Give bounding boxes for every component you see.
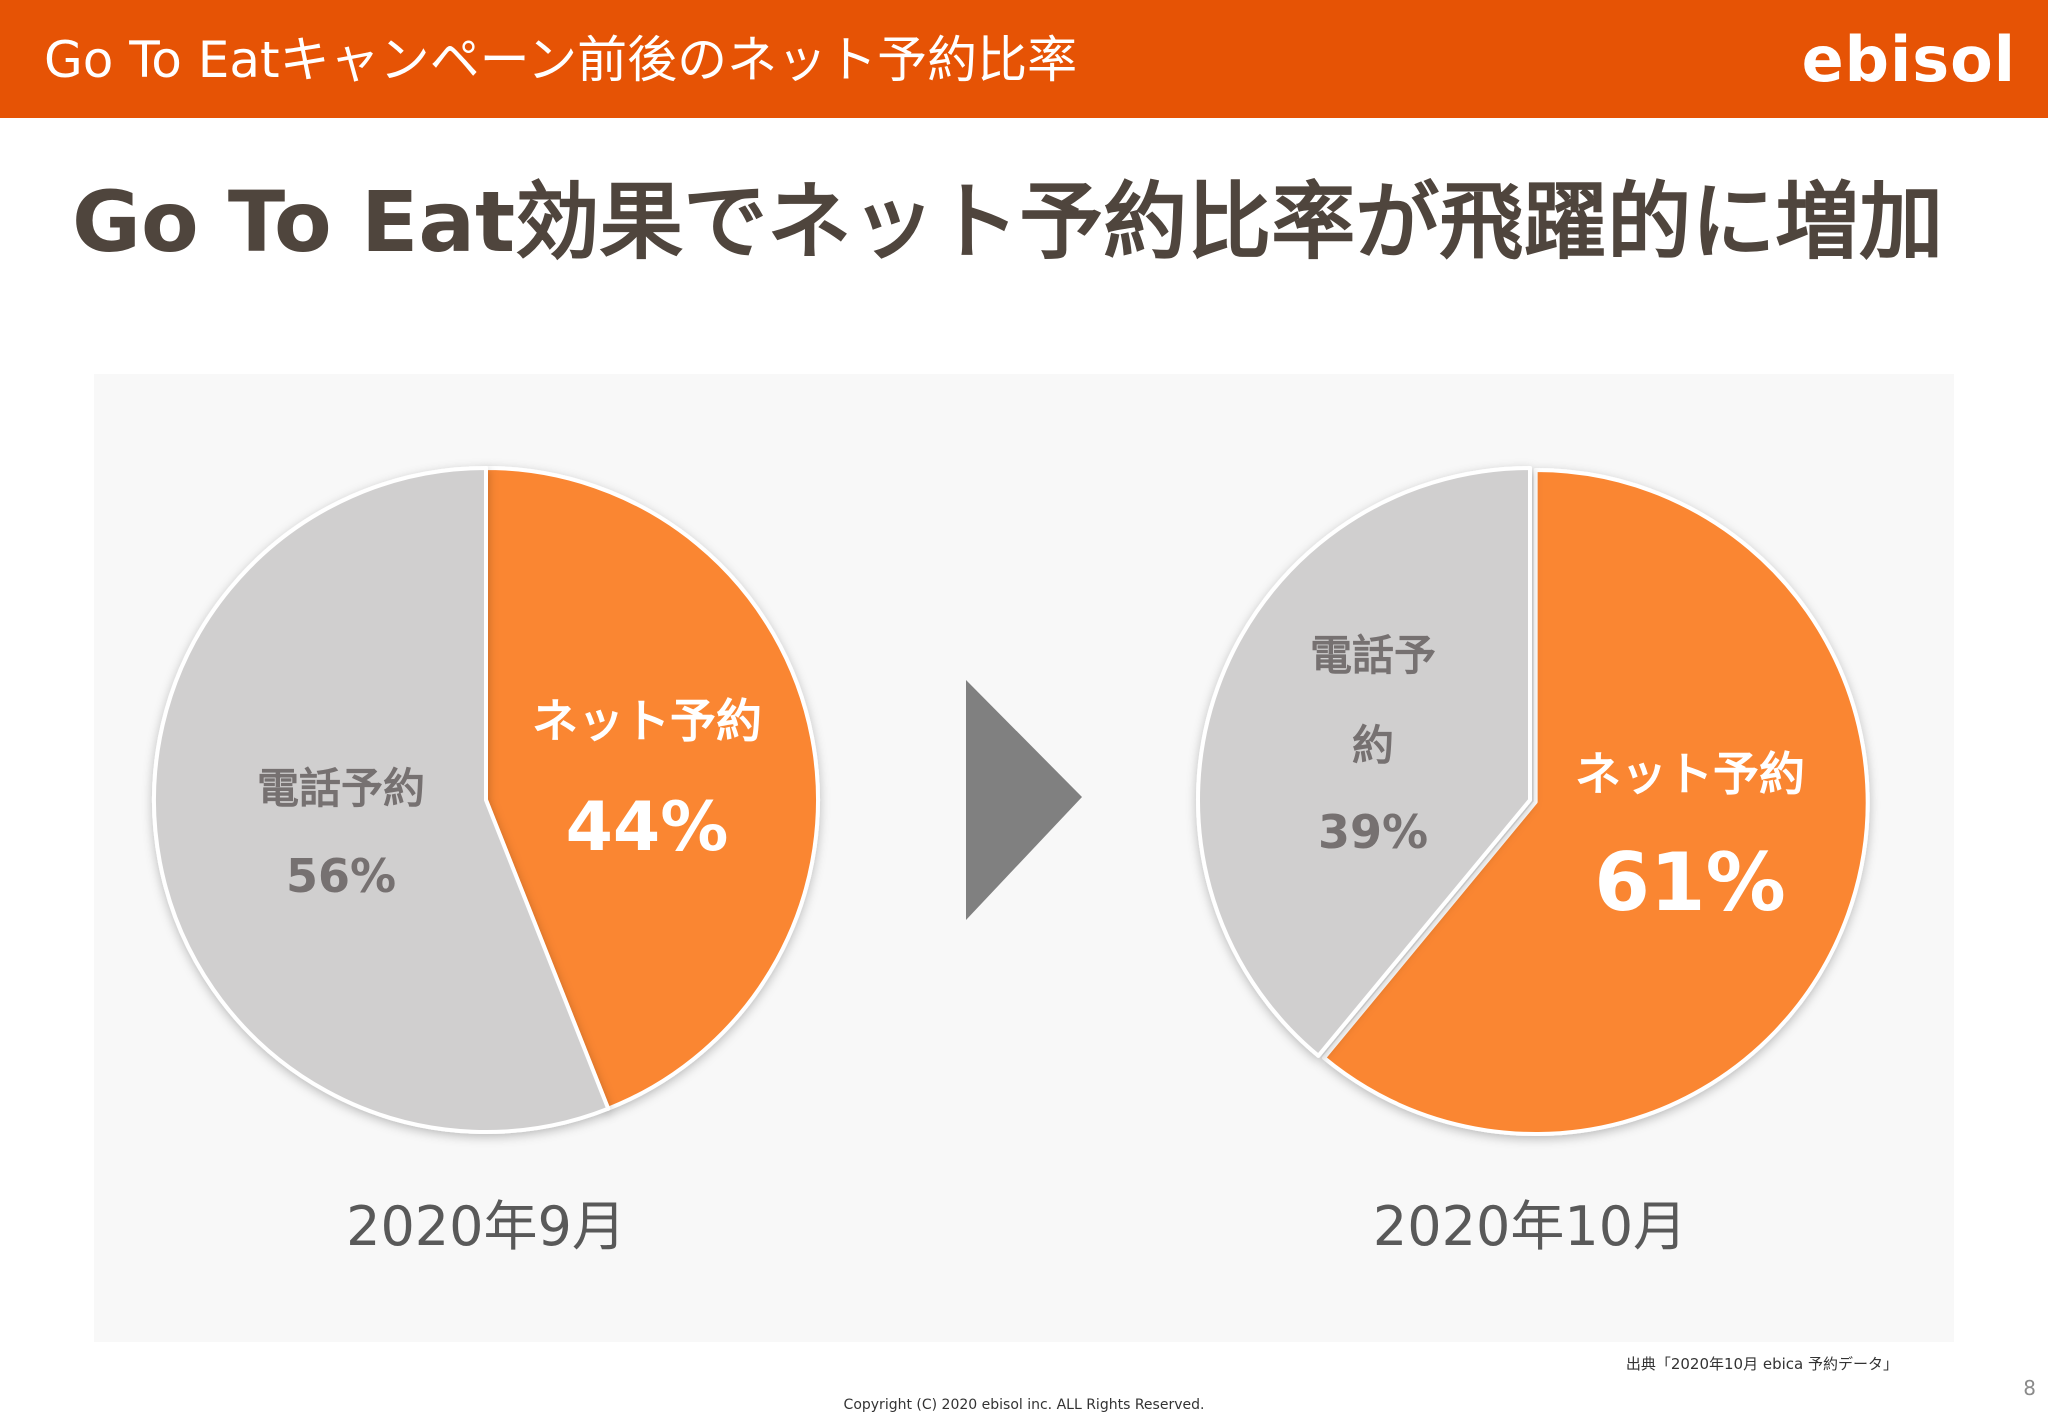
slice-value-label: 39% — [1318, 805, 1428, 859]
source-note: 出典「2020年10月 ebica 予約データ」 — [1625, 1355, 1898, 1373]
pie-slice — [152, 466, 611, 1134]
headline: Go To Eat効果でネット予約比率が飛躍的に増加 — [72, 173, 1944, 271]
slice-value-label: 61% — [1594, 836, 1785, 929]
slide-title: Go To Eatキャンペーン前後のネット予約比率 — [44, 31, 1078, 89]
triangle-right-icon — [966, 680, 1082, 920]
period-label: 2020年10月 — [1373, 1195, 1687, 1258]
header-bar: Go To Eatキャンペーン前後のネット予約比率 ebisol — [0, 0, 2048, 118]
copyright: Copyright (C) 2020 ebisol inc. ALL Right… — [843, 1397, 1205, 1413]
pie-slice — [1322, 468, 1870, 1137]
slice-label: ネット予約 — [532, 694, 762, 748]
pie-slice — [484, 466, 820, 1111]
slice-value-label: 44% — [566, 788, 729, 867]
slice-label: 電話予約 — [257, 764, 425, 813]
pie-slice — [1196, 466, 1532, 1058]
period-label: 2020年9月 — [346, 1195, 626, 1258]
slice-value-label: 56% — [286, 849, 396, 903]
pie-chart-october: ネット予約 61% 電話予約 39% 2020年10月 — [1196, 466, 1870, 1258]
page-number: 8 — [2023, 1376, 2036, 1400]
slice-label: 電話予 — [1310, 631, 1436, 680]
pie-chart-september: ネット予約 44% 電話予約 56% 2020年9月 — [152, 466, 820, 1258]
slice-label: 約 — [1352, 721, 1394, 770]
slice-label: ネット予約 — [1575, 747, 1805, 801]
brand-logo: ebisol — [1801, 23, 2016, 96]
